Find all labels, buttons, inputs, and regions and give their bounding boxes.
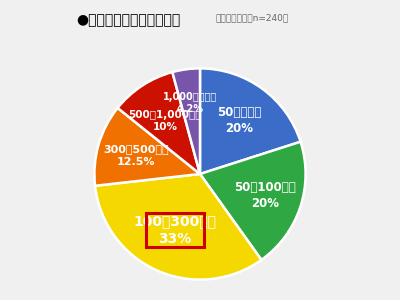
- Bar: [146, 212, 204, 247]
- Text: 50万円未満
20%: 50万円未満 20%: [217, 106, 261, 135]
- Wedge shape: [118, 72, 200, 174]
- Wedge shape: [200, 68, 300, 174]
- Text: ●リフォームにかけた金額: ●リフォームにかけた金額: [76, 14, 180, 28]
- Wedge shape: [200, 142, 306, 260]
- Text: 50〜100万円
20%: 50〜100万円 20%: [234, 181, 296, 210]
- Wedge shape: [94, 108, 200, 186]
- Text: 500〜1,000万円
10%: 500〜1,000万円 10%: [128, 110, 202, 132]
- Text: 1,000万円以上
4.2%: 1,000万円以上 4.2%: [163, 92, 218, 114]
- Wedge shape: [95, 174, 262, 280]
- Text: 300〜500万円
12.5%: 300〜500万円 12.5%: [103, 144, 169, 167]
- Text: ベース：全体（n=240）: ベース：全体（n=240）: [215, 14, 289, 22]
- Wedge shape: [172, 68, 200, 174]
- Text: 100〜300万円
33%: 100〜300万円 33%: [134, 214, 216, 246]
